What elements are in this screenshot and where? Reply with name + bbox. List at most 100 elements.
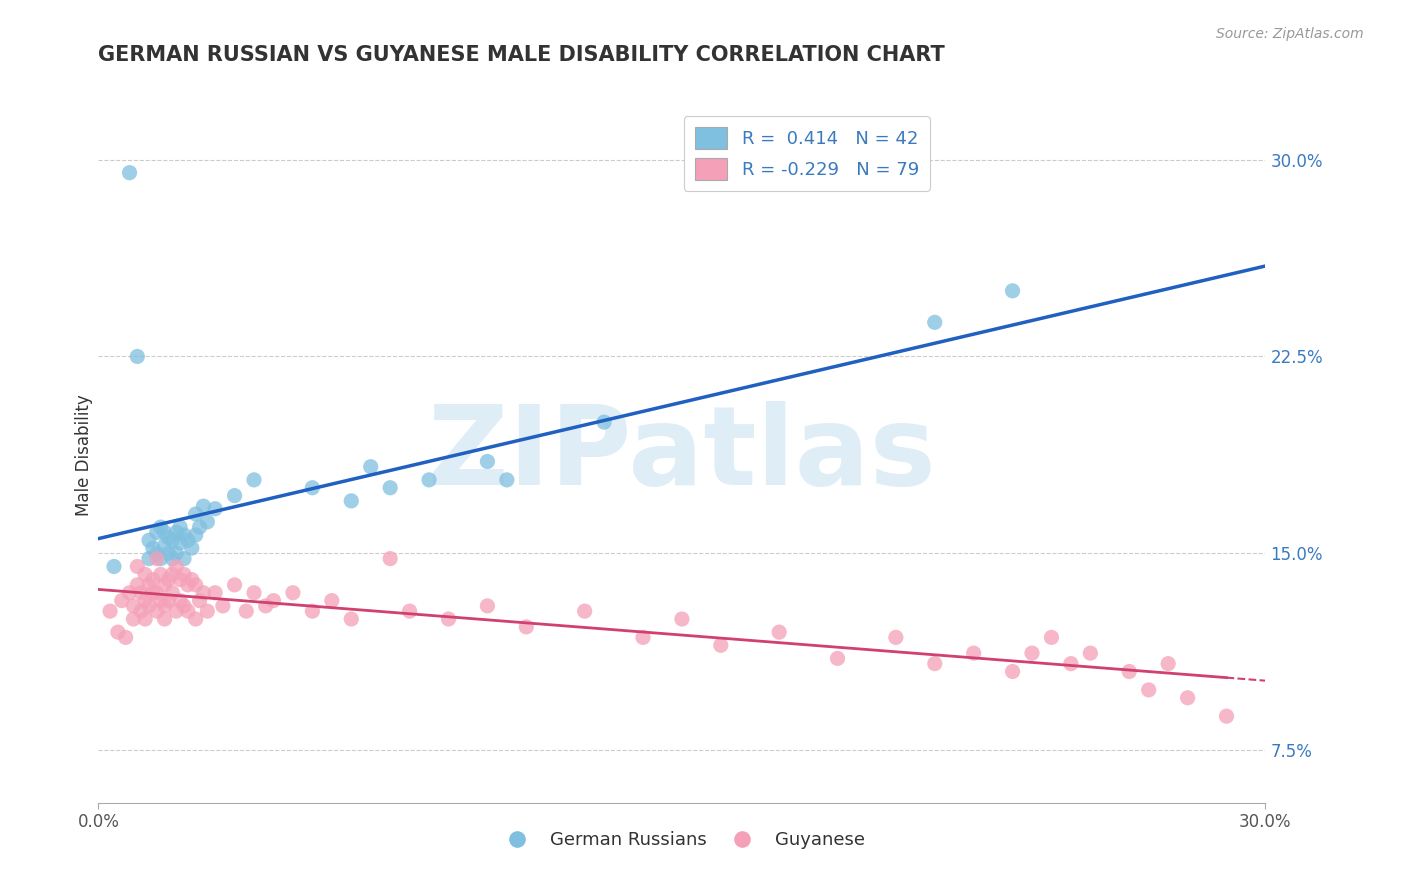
Point [1040,631,1063,645]
Point [1001,284,1024,298]
Point [380,481,402,495]
Point [180,573,202,587]
Point [340,612,363,626]
Point [138,599,160,613]
Point [146,604,169,618]
Point [224,578,246,592]
Point [173,551,195,566]
Point [180,541,202,555]
Point [193,499,215,513]
Point [173,599,195,613]
Point [1001,665,1024,679]
Point [1060,657,1083,671]
Point [193,586,215,600]
Point [184,507,207,521]
Point [134,612,156,626]
Point [212,599,235,613]
Point [134,567,156,582]
Point [924,315,946,329]
Point [1157,657,1180,671]
Point [146,586,169,600]
Point [574,604,596,618]
Point [1137,682,1160,697]
Point [1215,709,1237,723]
Point [301,604,323,618]
Point [153,539,176,553]
Point [1177,690,1199,705]
Point [195,604,218,618]
Point [1021,646,1043,660]
Point [398,604,420,618]
Point [127,578,149,592]
Point [477,599,499,613]
Point [243,473,266,487]
Point [262,593,284,607]
Point [195,515,218,529]
Point [165,604,187,618]
Text: GERMAN RUSSIAN VS GUYANESE MALE DISABILITY CORRELATION CHART: GERMAN RUSSIAN VS GUYANESE MALE DISABILI… [98,45,945,64]
Point [173,567,195,582]
Point [129,604,152,618]
Point [515,620,537,634]
Point [165,525,187,540]
Point [127,350,149,364]
Point [162,533,184,548]
Point [153,612,176,626]
Point [169,573,191,587]
Point [184,578,207,592]
Text: Source: ZipAtlas.com: Source: ZipAtlas.com [1216,27,1364,41]
Point [138,551,160,566]
Point [169,520,191,534]
Point [1118,665,1140,679]
Point [188,520,211,534]
Point [962,646,984,660]
Point [153,578,176,592]
Point [149,567,172,582]
Point [169,536,191,550]
Point [184,612,207,626]
Point [127,559,149,574]
Point [827,651,849,665]
Point [204,586,226,600]
Y-axis label: Male Disability: Male Disability [75,394,93,516]
Point [235,604,257,618]
Point [631,631,654,645]
Point [177,578,200,592]
Point [142,586,165,600]
Point [111,593,134,607]
Point [188,593,211,607]
Point [496,473,519,487]
Point [122,599,145,613]
Point [153,525,176,540]
Text: ZIPatlas: ZIPatlas [427,401,936,508]
Point [146,551,169,566]
Point [173,528,195,542]
Point [165,546,187,560]
Point [149,593,172,607]
Point [593,415,616,429]
Point [98,604,121,618]
Point [162,586,184,600]
Point [884,631,907,645]
Legend: German Russians, Guyanese: German Russians, Guyanese [492,824,872,856]
Point [1080,646,1102,660]
Point [162,567,184,582]
Point [114,631,136,645]
Point [340,494,363,508]
Point [710,638,733,652]
Point [138,578,160,592]
Point [477,454,499,468]
Point [149,520,172,534]
Point [301,481,323,495]
Point [169,593,191,607]
Point [157,531,180,545]
Point [107,625,129,640]
Point [138,533,160,548]
Point [380,551,402,566]
Point [671,612,693,626]
Point [243,586,266,600]
Point [103,559,125,574]
Point [142,573,165,587]
Point [157,546,180,560]
Point [129,586,152,600]
